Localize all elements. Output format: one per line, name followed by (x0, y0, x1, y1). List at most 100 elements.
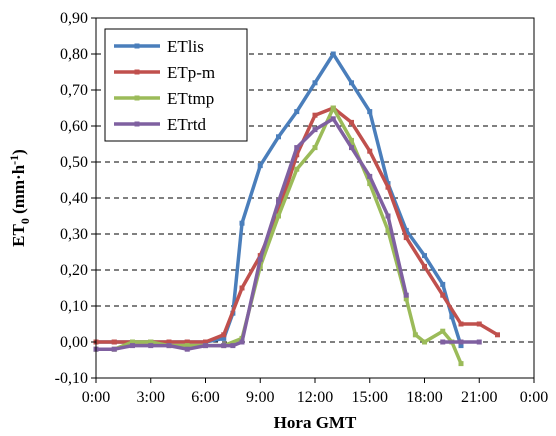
data-point (403, 235, 409, 241)
data-point (403, 296, 409, 302)
x-tick-label: 15:00 (352, 389, 388, 406)
data-point (130, 343, 135, 349)
data-point (403, 292, 409, 298)
data-point (184, 343, 190, 349)
data-point (294, 166, 300, 172)
data-point (203, 343, 208, 349)
x-axis: 0:00 3:00 6:00 9:00 12:00 15:00 18:00 21:00 0:00 (82, 378, 548, 406)
data-point (349, 80, 354, 86)
data-point (385, 213, 391, 219)
y-tick-label: 0,00 (60, 334, 88, 351)
data-point (412, 332, 418, 338)
legend-item-etlis: ETlis (114, 37, 204, 56)
data-point (221, 335, 227, 341)
data-point (257, 163, 263, 169)
data-point (330, 116, 336, 122)
legend-item-etp-m: ETp-m (114, 63, 215, 82)
y-tick-label: 0,90 (60, 10, 88, 27)
legend-marker (134, 121, 140, 127)
data-point (385, 184, 391, 190)
data-point (184, 346, 190, 352)
data-point (476, 339, 482, 345)
y-axis-title-close: ) (9, 149, 28, 155)
data-point (276, 199, 281, 205)
data-point (367, 109, 373, 115)
data-point (221, 332, 227, 338)
data-point (349, 137, 354, 143)
series-etrtd (93, 116, 409, 352)
data-point (330, 105, 336, 111)
data-point (312, 80, 318, 86)
data-point (276, 213, 281, 219)
data-point (476, 321, 482, 327)
data-point (449, 314, 455, 320)
x-tick-label: 21:00 (461, 389, 497, 406)
legend-label: ETrtd (167, 115, 207, 134)
data-point (440, 281, 446, 287)
x-axis-title: Hora GMT (274, 413, 357, 432)
legend: ETlis ETp-m ETtmp ETrtd (104, 28, 248, 142)
y-tick-label: 0,60 (60, 118, 88, 135)
data-point (440, 292, 446, 298)
data-point (440, 328, 446, 334)
x-tick-label: 6:00 (191, 389, 219, 406)
legend-marker (134, 43, 140, 49)
data-point (166, 343, 172, 349)
data-point (458, 321, 464, 327)
y-axis-title-unit: (mm·h (9, 164, 28, 218)
legend-item-etrtd: ETrtd (114, 115, 207, 134)
data-point (257, 256, 263, 262)
y-tick-label: 0,40 (60, 190, 88, 207)
x-tick-label: 0:00 (82, 389, 110, 406)
series-layer (93, 51, 500, 367)
x-tick-label: 18:00 (406, 389, 442, 406)
legend-label: ETtmp (167, 89, 214, 108)
data-point (458, 339, 464, 345)
data-point (111, 339, 117, 345)
y-axis-title-superscript: -1 (7, 155, 21, 165)
data-point (230, 343, 236, 349)
x-tick-label: 9:00 (246, 389, 274, 406)
data-point (203, 339, 208, 345)
data-point (330, 51, 336, 57)
series-extra-4 (440, 339, 482, 345)
x-tick-label: 3:00 (137, 389, 165, 406)
legend-label: ETp-m (167, 63, 215, 82)
data-point (367, 173, 373, 179)
y-axis: -0,10 0,00 0,10 0,20 0,30 0,40 0,50 0,60 0,70 0,8… (55, 10, 96, 387)
x-tick-label: 12:00 (297, 389, 333, 406)
data-point (458, 361, 464, 367)
y-tick-label: -0,10 (55, 370, 88, 387)
data-point (312, 145, 318, 151)
data-point (294, 152, 300, 158)
data-point (184, 339, 190, 345)
data-point (495, 332, 500, 338)
data-point (239, 339, 245, 345)
y-tick-label: 0,30 (60, 226, 88, 243)
data-point (166, 339, 172, 345)
y-tick-label: 0,70 (60, 82, 88, 99)
data-point (367, 181, 373, 187)
y-tick-label: 0,80 (60, 46, 88, 63)
data-point (239, 220, 245, 226)
y-axis-title-main: ET (9, 224, 28, 247)
y-axis-title: ET0 (mm·h-1) (7, 149, 32, 247)
legend-item-ettmp: ETtmp (114, 89, 214, 108)
data-point (422, 263, 427, 269)
data-point (385, 227, 391, 233)
legend-marker (134, 69, 140, 75)
data-point (440, 339, 446, 345)
series-line-etp-m (94, 106, 500, 344)
data-point (276, 134, 281, 140)
data-point (148, 343, 154, 349)
legend-marker (134, 95, 140, 101)
data-point (458, 343, 464, 349)
data-point (148, 339, 154, 345)
data-point (422, 253, 427, 259)
data-point (312, 112, 318, 118)
data-point (294, 109, 300, 115)
data-point (312, 127, 318, 133)
data-point (367, 148, 373, 154)
data-point (111, 346, 117, 352)
